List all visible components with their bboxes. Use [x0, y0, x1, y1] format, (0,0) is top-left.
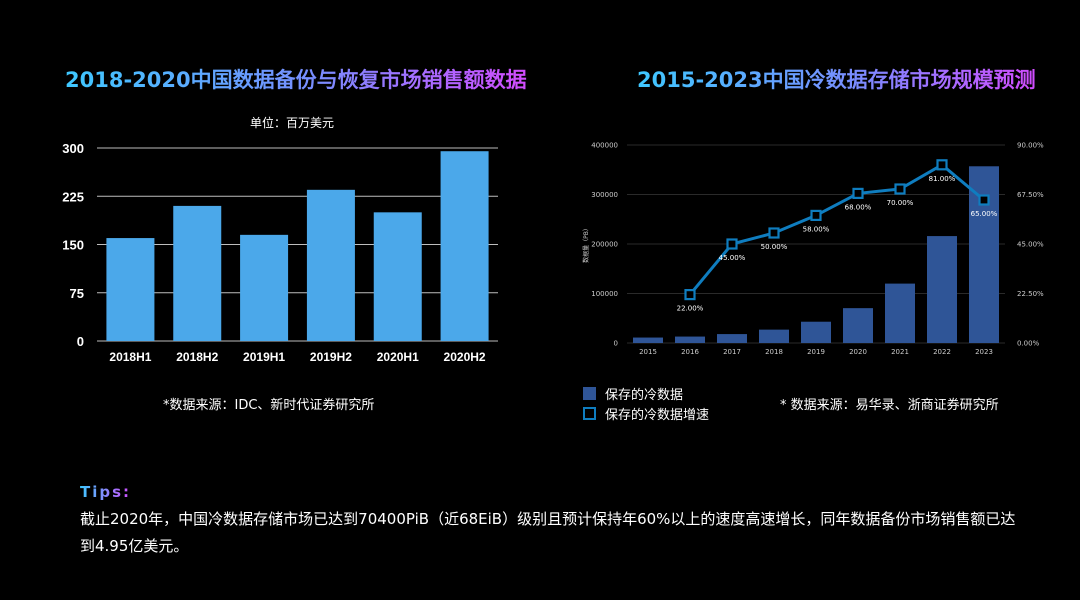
right-chart-title: 2015-2023中国冷数据存储市场规模预测 — [637, 64, 1036, 94]
x-tick-label: 2022 — [933, 348, 951, 356]
y2-tick-label: 0.00% — [1017, 340, 1040, 348]
tips-text: 截止2020年，中国冷数据存储市场已达到70400PiB（近68EiB）级别且预… — [80, 510, 1016, 555]
data-label: 65.00% — [971, 210, 998, 218]
bar — [306, 189, 355, 341]
x-tick-label: 2020 — [849, 348, 867, 356]
y2-tick-label: 45.00% — [1017, 241, 1044, 249]
x-tick-label: 2021 — [891, 348, 909, 356]
x-tick-label: 2018H1 — [109, 350, 151, 364]
backup-sales-bar-chart: 0 75 150 225 300 2018H1 2018H2 2019H1 2019H2 2020… — [62, 141, 498, 364]
right-chart-source: * 数据来源：易华录、浙商证券研究所 — [780, 398, 999, 413]
y-tick-label: 150 — [62, 238, 84, 253]
y-tick-label: 0 — [614, 340, 618, 348]
legend-bar-swatch — [583, 387, 596, 400]
data-label: 22.00% — [677, 305, 704, 313]
growth-marker — [894, 183, 906, 195]
bar — [759, 329, 789, 343]
bar — [675, 336, 705, 343]
left-chart-title: 2018-2020中国数据备份与恢复市场销售额数据 — [65, 64, 527, 94]
x-tick-label: 2018H2 — [176, 350, 218, 364]
x-tick-label: 2018 — [765, 348, 783, 356]
y2-tick-label: 90.00% — [1017, 142, 1044, 150]
bar — [240, 234, 289, 341]
bar — [373, 212, 422, 341]
x-tick-label: 2020H2 — [444, 350, 486, 364]
data-label: 68.00% — [845, 203, 872, 211]
bar — [633, 337, 663, 343]
legend-label: 保存的冷数据增速 — [605, 408, 710, 423]
growth-marker — [936, 159, 948, 171]
growth-marker — [768, 227, 780, 239]
bar — [440, 151, 489, 341]
legend-item-growth: 保存的冷数据增速 — [583, 404, 709, 423]
legend-line-swatch — [583, 407, 596, 420]
y2-tick-label: 67.50% — [1017, 191, 1044, 199]
growth-line — [688, 162, 985, 296]
growth-marker — [810, 209, 822, 222]
bar — [106, 238, 155, 341]
bar — [843, 308, 873, 343]
bar — [927, 236, 957, 343]
x-tick-label: 2015 — [639, 348, 657, 356]
x-tick-label: 2019H1 — [243, 350, 285, 364]
legend-item-cold-data: 保存的冷数据 — [583, 384, 683, 403]
x-tick-label: 2017 — [723, 348, 741, 356]
data-label: 58.00% — [803, 225, 830, 233]
x-tick-label: 2019H2 — [310, 350, 352, 364]
x-tick-label: 2019 — [807, 348, 825, 356]
y-tick-label: 300000 — [591, 191, 618, 199]
growth-marker — [726, 238, 738, 250]
left-chart-source: *数据来源：IDC、新时代证券研究所 — [163, 398, 375, 413]
cold-storage-combo-chart: 0 100000 200000 300000 400000 0.00% 22.50% 45.0… — [582, 142, 1044, 357]
tips-title: Tips: — [80, 483, 132, 501]
growth-marker — [978, 194, 990, 206]
y-tick-label: 75 — [70, 286, 84, 301]
y-tick-label: 300 — [62, 141, 84, 156]
data-label: 50.00% — [761, 243, 788, 251]
data-label: 70.00% — [887, 199, 914, 207]
y2-tick-label: 22.50% — [1017, 290, 1044, 298]
y-tick-label: 200000 — [591, 241, 618, 249]
x-tick-label: 2016 — [681, 348, 699, 356]
bar — [173, 205, 222, 341]
data-label: 81.00% — [929, 175, 956, 183]
growth-marker — [852, 187, 864, 200]
x-tick-label: 2023 — [975, 348, 993, 356]
bar — [801, 321, 831, 343]
y-tick-label: 0 — [77, 334, 84, 349]
y-tick-label: 100000 — [591, 290, 618, 298]
left-chart-unit: 单位：百万美元 — [250, 116, 335, 130]
legend-label: 保存的冷数据 — [605, 388, 684, 403]
y-tick-label: 225 — [62, 189, 84, 204]
bar — [717, 334, 747, 343]
y-tick-label: 400000 — [591, 142, 618, 150]
x-tick-label: 2020H1 — [377, 350, 419, 364]
y-axis-label: 数据量（PB） — [582, 225, 590, 263]
data-label: 45.00% — [719, 254, 746, 262]
growth-marker — [684, 289, 696, 301]
bar — [885, 283, 915, 343]
